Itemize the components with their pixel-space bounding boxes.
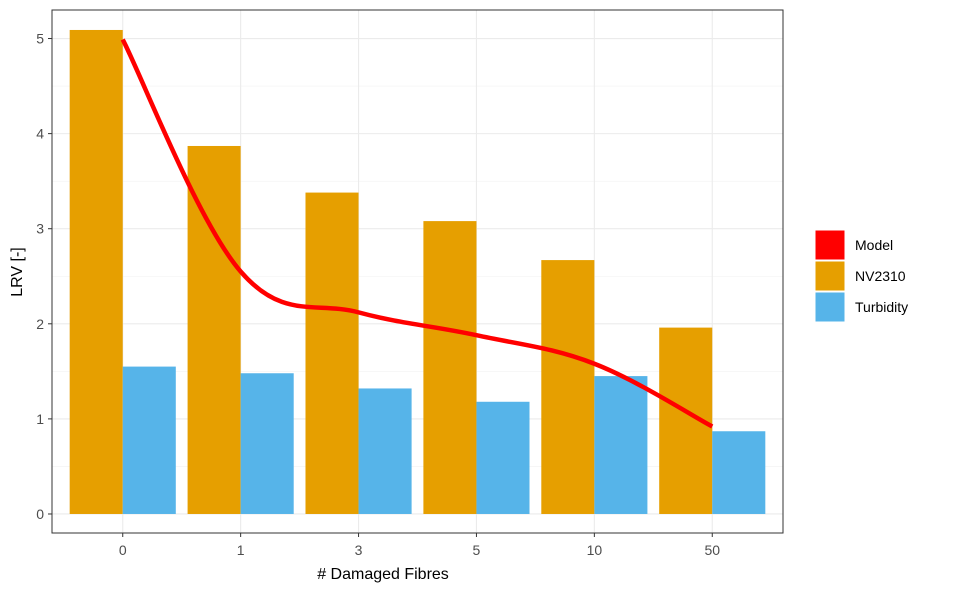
bars bbox=[69, 29, 766, 514]
legend-key-nv2310 bbox=[814, 260, 846, 292]
bar-turbidity-1 bbox=[240, 373, 294, 514]
bar-nv2310-1 bbox=[187, 145, 241, 514]
bar-nv2310-3 bbox=[305, 192, 359, 514]
legend-label-nv2310: NV2310 bbox=[855, 268, 906, 284]
y-tick-label: 5 bbox=[36, 31, 44, 47]
legend-label-model: Model bbox=[855, 237, 893, 253]
legend-label-turbidity: Turbidity bbox=[855, 299, 908, 315]
bar-turbidity-3 bbox=[358, 388, 412, 514]
y-tick-label: 4 bbox=[36, 126, 44, 142]
y-tick-label: 3 bbox=[36, 221, 44, 237]
x-tick-label: 50 bbox=[704, 542, 720, 558]
x-axis: 0 1 3 5 10 50 bbox=[119, 533, 720, 558]
bar-nv2310-10 bbox=[541, 260, 595, 514]
x-tick-label: 5 bbox=[473, 542, 481, 558]
bar-nv2310-5 bbox=[423, 221, 477, 514]
legend-key-model bbox=[814, 229, 846, 261]
bar-turbidity-5 bbox=[476, 401, 530, 514]
model-line bbox=[120, 38, 714, 429]
legend: Model NV2310 Turbidity bbox=[814, 229, 908, 323]
x-tick-label: 0 bbox=[119, 542, 127, 558]
bar-nv2310-0 bbox=[69, 29, 123, 514]
x-axis-title: # Damaged Fibres bbox=[317, 566, 449, 583]
bar-turbidity-10 bbox=[594, 376, 648, 514]
x-tick-label: 3 bbox=[355, 542, 363, 558]
y-tick-label: 2 bbox=[36, 316, 44, 332]
panel-border bbox=[51, 9, 784, 534]
y-tick-label: 1 bbox=[36, 411, 44, 427]
y-tick-label: 0 bbox=[36, 506, 44, 522]
y-axis: 0 1 2 3 4 5 bbox=[36, 31, 52, 522]
x-tick-label: 10 bbox=[587, 542, 603, 558]
y-axis-title: LRV [-] bbox=[9, 247, 26, 297]
x-tick-label: 1 bbox=[237, 542, 245, 558]
bar-turbidity-0 bbox=[122, 366, 176, 514]
bar-turbidity-50 bbox=[712, 431, 766, 514]
legend-key-turbidity bbox=[814, 291, 846, 323]
